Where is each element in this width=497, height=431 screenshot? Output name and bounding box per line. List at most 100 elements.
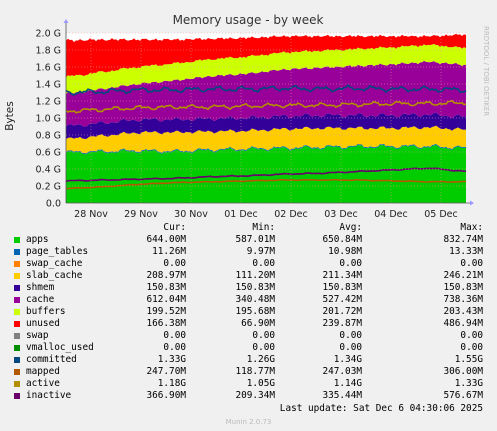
legend-swatch: [14, 309, 20, 315]
x-tick-label: 01 Dec: [224, 209, 258, 220]
legend-min-value: 150.83M: [235, 282, 275, 293]
munin-version: Munin 2.0.73: [225, 418, 272, 426]
legend-series-name: page_tables: [26, 246, 89, 257]
x-tick-labels: 28 Nov 29 Nov 30 Nov 01 Dec 02 Dec 03 Dec 04 D…: [74, 209, 458, 220]
legend-min-value: 195.68M: [235, 306, 275, 317]
legend-series-name: swap_cache: [26, 258, 83, 269]
legend-avg-value: 650.84M: [322, 234, 362, 245]
legend-avg-value: 247.03M: [322, 366, 362, 377]
legend-avg-value: 0.00: [339, 258, 362, 269]
rrdtool-side-label: RRDTOOL / TOBI OETIKER: [482, 26, 490, 116]
legend-avg-value: 150.83M: [322, 282, 362, 293]
legend-row-slab-cache: slab_cache 208.97M 111.20M 211.34M 246.21M: [0, 270, 497, 282]
chart-title: Memory usage - by week: [173, 13, 324, 27]
legend-cur-value: 208.97M: [146, 270, 186, 281]
legend-avg-value: 201.72M: [322, 306, 362, 317]
legend-row-shmem: shmem 150.83M 150.83M 150.83M 150.83M: [0, 282, 497, 294]
x-tick-label: 05 Dec: [424, 209, 458, 220]
legend-min-value: 0.00: [252, 342, 275, 353]
legend-row-swap: swap 0.00 0.00 0.00 0.00: [0, 330, 497, 342]
legend-series-name: vmalloc_used: [26, 342, 94, 353]
legend-min-value: 1.05G: [246, 378, 275, 389]
legend-max-value: 0.00: [460, 258, 483, 269]
legend-min-value: 340.48M: [235, 294, 275, 305]
legend-series-name: buffers: [26, 306, 66, 317]
last-update: Last update: Sat Dec 6 04:30:06 2025: [279, 403, 483, 414]
x-tick-label: 29 Nov: [124, 209, 158, 220]
y-tick-label: 1.4 G: [36, 80, 62, 91]
y-tick-label: 0.8 G: [36, 131, 62, 142]
area-unused: [66, 33, 466, 78]
col-avg-header: Avg:: [339, 222, 362, 233]
legend-min-value: 0.00: [252, 258, 275, 269]
legend-swatch: [14, 261, 20, 267]
series-lines: [65, 84, 467, 190]
legend-avg-value: 1.34G: [333, 354, 362, 365]
legend-row-buffers: buffers 199.52M 195.68M 201.72M 203.43M: [0, 306, 497, 318]
legend-row-inactive: inactive 366.90M 209.34M 335.44M 576.67M: [0, 390, 497, 402]
y-tick-label: 1.2 G: [36, 97, 62, 108]
legend-row-apps: apps 644.00M 587.01M 650.84M 832.74M: [0, 234, 497, 246]
legend-swatch: [14, 393, 20, 399]
legend-row-mapped: mapped 247.70M 118.77M 247.03M 306.00M: [0, 366, 497, 378]
legend-min-value: 118.77M: [235, 366, 275, 377]
line-mapped: [65, 178, 467, 190]
x-axis-arrow: [470, 200, 474, 206]
area-apps: [66, 144, 466, 203]
legend-cur-value: 247.70M: [146, 366, 186, 377]
legend-swatch: [14, 285, 20, 291]
legend-row-unused: unused 166.38M 66.90M 239.87M 486.94M: [0, 318, 497, 330]
x-tick-label: 04 Dec: [374, 209, 408, 220]
y-axis-arrow: [63, 19, 69, 23]
legend-swatch: [14, 333, 20, 339]
legend-series-name: active: [26, 378, 60, 389]
legend-cur-value: 199.52M: [146, 306, 186, 317]
area-cache: [66, 60, 466, 127]
memory-usage-chart: Memory usage - by week Bytes RRDTOOL / T…: [4, 13, 490, 220]
legend-series-name: shmem: [26, 282, 55, 293]
legend-row-committed: committed 1.33G 1.26G 1.34G 1.55G: [0, 354, 497, 366]
area-slab-cache: [66, 125, 466, 154]
legend-min-value: 587.01M: [235, 234, 275, 245]
legend-max-value: 738.36M: [443, 294, 483, 305]
legend-row-swap-cache: swap_cache 0.00 0.00 0.00 0.00: [0, 258, 497, 270]
y-tick-labels: 0.0 0.2 G 0.4 G 0.6 G 0.8 G 1.0 G 1.2 G 1.4 G 1.…: [36, 29, 62, 210]
legend-cur-value: 366.90M: [146, 390, 186, 401]
legend-row-active: active 1.18G 1.05G 1.14G 1.33G: [0, 378, 497, 390]
legend-max-value: 0.00: [460, 342, 483, 353]
legend-cur-value: 166.38M: [146, 318, 186, 329]
legend-max-value: 0.00: [460, 330, 483, 341]
legend-max-value: 576.67M: [443, 390, 483, 401]
legend-header: Cur: Min: Avg: Max:: [0, 222, 497, 234]
legend-series-name: swap: [26, 330, 49, 341]
legend-cur-value: 0.00: [163, 342, 186, 353]
legend-swatch: [14, 237, 20, 243]
legend-max-value: 1.33G: [454, 378, 483, 389]
legend-max-value: 486.94M: [443, 318, 483, 329]
legend-avg-value: 335.44M: [322, 390, 362, 401]
legend-swatch: [14, 249, 20, 255]
area-page-tables: [66, 143, 466, 155]
legend-swatch: [14, 273, 20, 279]
area-shmem: [66, 112, 466, 140]
legend-avg-value: 211.34M: [322, 270, 362, 281]
legend-row-vmalloc-used: vmalloc_used 0.00 0.00 0.00 0.00: [0, 342, 497, 354]
line-committed: [65, 84, 467, 96]
legend-min-value: 66.90M: [241, 318, 275, 329]
legend-cur-value: 1.33G: [157, 354, 186, 365]
legend-series-name: mapped: [26, 366, 60, 377]
line-active: [65, 99, 467, 114]
y-tick-label: 1.6 G: [36, 63, 62, 74]
legend-swatch: [14, 369, 20, 375]
legend-min-value: 209.34M: [235, 390, 275, 401]
legend-cur-value: 644.00M: [146, 234, 186, 245]
legend-series-name: cache: [26, 294, 55, 305]
legend-max-value: 832.74M: [443, 234, 483, 245]
y-axis-label: Bytes: [4, 101, 16, 130]
axes: [63, 19, 474, 206]
legend-series-name: unused: [26, 318, 60, 329]
legend-avg-value: 527.42M: [322, 294, 362, 305]
y-tick-label: 2.0 G: [36, 29, 62, 40]
legend-swatch: [14, 357, 20, 363]
legend-series-name: slab_cache: [26, 270, 83, 281]
